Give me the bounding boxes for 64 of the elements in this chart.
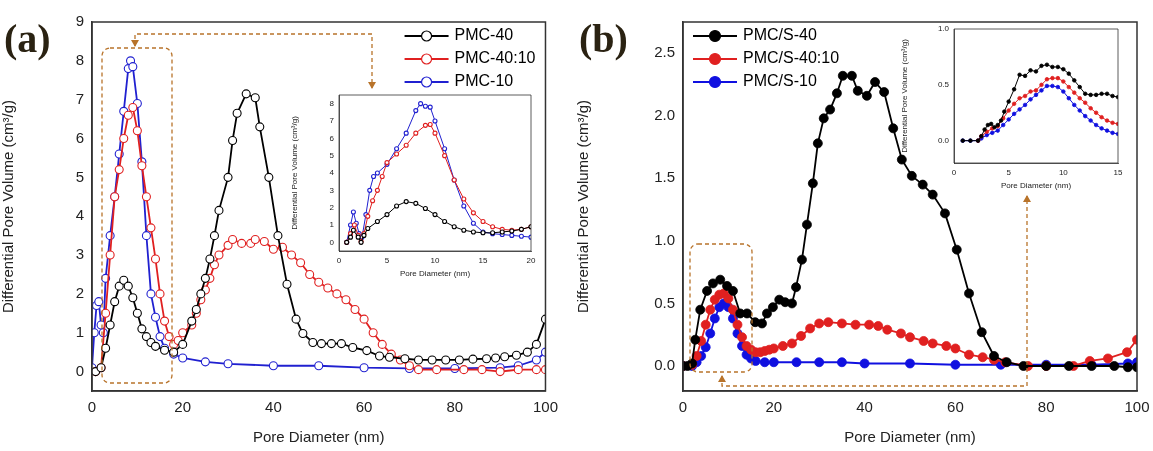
y-tick-label: 8 <box>329 98 335 108</box>
x-tick-label: 5 <box>1006 168 1012 177</box>
y-tick-label: 4 <box>329 168 335 178</box>
y-tick-label: 1 <box>329 220 335 230</box>
y-tick-label: 1.0 <box>937 24 950 34</box>
y-tick-label: 1.0 <box>654 231 675 249</box>
y-tick-label: 9 <box>75 12 84 30</box>
legend-label: PMC-10 <box>454 72 514 90</box>
legend-label: PMC-40:10 <box>454 49 536 67</box>
x-tick-label: 5 <box>384 256 390 265</box>
y-axis-title: Differential Pore Volume (cm³/g) <box>574 99 592 314</box>
x-tick-label: 60 <box>947 398 964 416</box>
y-tick-label: 1.5 <box>654 168 675 186</box>
y-tick-label: 2.5 <box>654 43 675 61</box>
x-tick-label: 20 <box>765 398 783 416</box>
x-tick-label: 20 <box>526 256 536 265</box>
x-tick-label: 100 <box>532 398 558 416</box>
x-tick-label: 80 <box>446 398 464 416</box>
text: (b) <box>579 16 628 62</box>
y-axis-title: Differential Pore Volume (cm³/g) <box>0 99 17 314</box>
x-axis-title: Pore Diameter (nm) <box>1000 181 1072 191</box>
x-axis-title: Pore Diameter (nm) <box>399 269 471 279</box>
legend-label: PMC/S-10 <box>743 72 817 90</box>
y-tick-label: 7 <box>329 116 335 126</box>
y-tick-label: 0.0 <box>654 356 675 374</box>
y-tick-label: 6 <box>75 128 84 146</box>
y-tick-label: 2 <box>329 202 335 212</box>
x-tick-label: 20 <box>174 398 192 416</box>
y-tick-label: 0.5 <box>654 293 675 311</box>
x-tick-label: 40 <box>856 398 873 416</box>
y-tick-label: 3 <box>75 245 84 263</box>
y-tick-label: 5 <box>329 150 335 160</box>
y-tick-label: 4 <box>75 206 84 224</box>
legend-label: PMC/S-40 <box>743 26 817 44</box>
x-tick-label: 0 <box>678 398 688 416</box>
y-tick-label: 8 <box>75 50 84 68</box>
x-tick-label: 15 <box>1113 168 1123 177</box>
y-tick-label: 0.0 <box>937 135 950 145</box>
x-tick-label: 80 <box>1037 398 1055 416</box>
x-tick-label: 15 <box>478 256 488 265</box>
x-tick-label: 10 <box>1058 168 1069 177</box>
legend-label: PMC-40 <box>454 26 514 44</box>
x-axis-title: Pore Diameter (nm) <box>252 428 385 446</box>
x-tick-label: 0 <box>87 398 97 416</box>
y-tick-label: 0 <box>329 237 335 247</box>
y-tick-label: 2.0 <box>654 105 675 123</box>
x-tick-label: 0 <box>951 168 957 177</box>
x-axis-title: Pore Diameter (nm) <box>844 428 976 446</box>
y-tick-label: 0.5 <box>937 80 950 90</box>
y-tick-label: 2 <box>75 284 84 302</box>
x-tick-label: 10 <box>430 256 440 265</box>
y-tick-label: 0 <box>75 361 84 379</box>
x-tick-label: 40 <box>265 398 282 416</box>
y-axis-title: Differential Pore Volume (cm³/g) <box>290 115 299 230</box>
legend-label: PMC/S-40:10 <box>743 49 840 67</box>
y-axis-title: Differential Pore Volume (cm³/g) <box>900 38 909 153</box>
y-tick-label: 7 <box>75 89 84 107</box>
text: (a) <box>4 16 51 62</box>
x-tick-label: 0 <box>336 256 342 265</box>
x-tick-label: 100 <box>1124 398 1150 416</box>
y-tick-label: 6 <box>329 133 335 143</box>
y-tick-label: 3 <box>329 185 335 195</box>
y-tick-label: 1 <box>75 322 84 340</box>
x-tick-label: 60 <box>355 398 373 416</box>
